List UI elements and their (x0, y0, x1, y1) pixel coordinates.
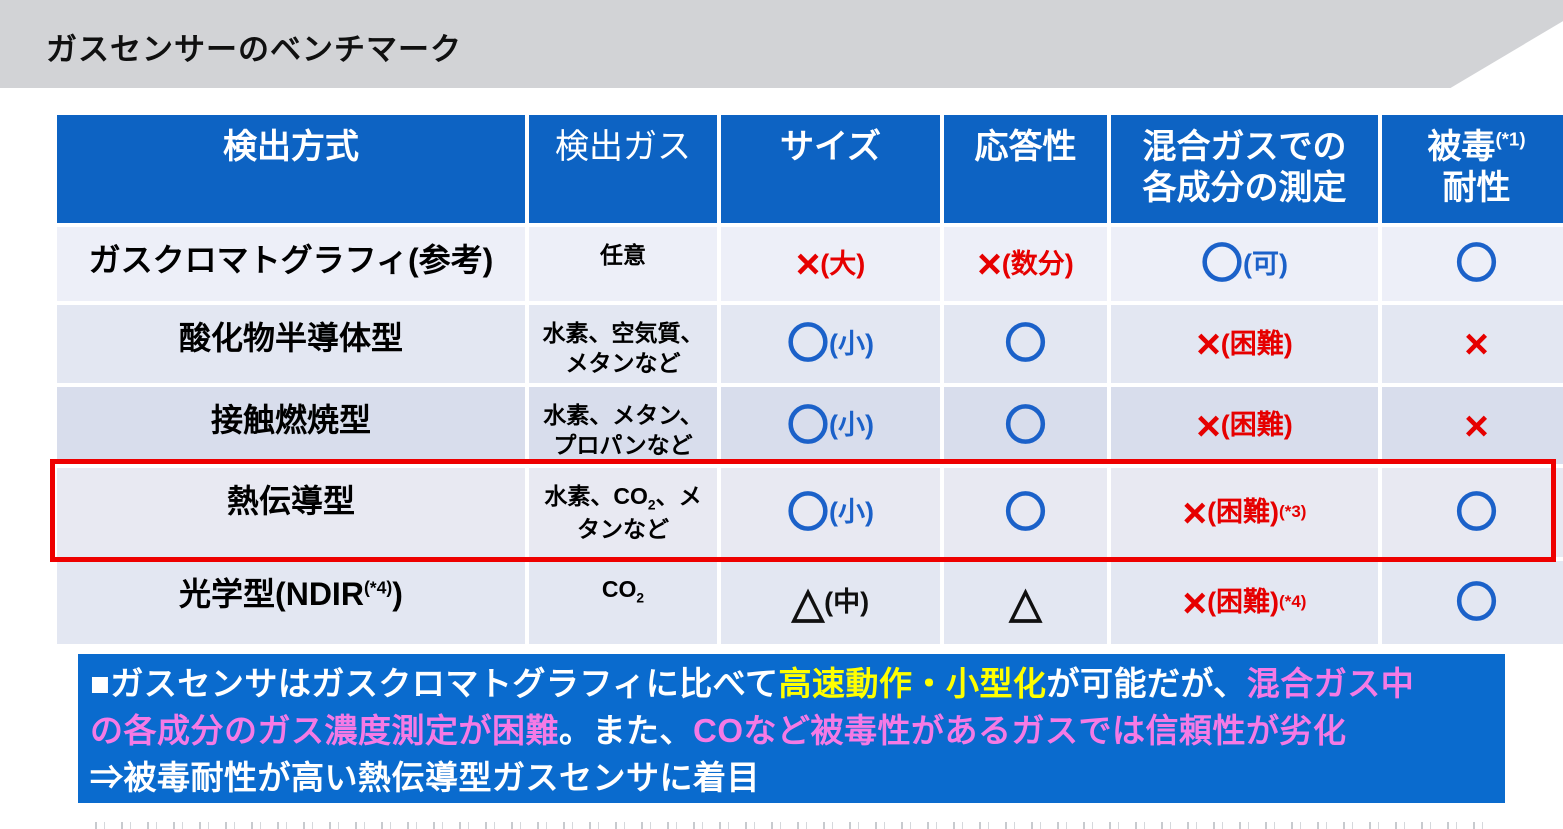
row-2-poison: × (1382, 387, 1563, 464)
row-3-poison: 〇 (1382, 468, 1563, 557)
row-0-method: ガスクロマトグラフィ(参考) (57, 227, 525, 301)
header-poison: 被毒(*1) 耐性 (1382, 115, 1563, 223)
row-4-gas: CO2 (529, 561, 717, 644)
row-0-mixed: 〇 (可) (1111, 227, 1378, 301)
row-4-poison: 〇 (1382, 561, 1563, 644)
row-2-response: 〇 (944, 387, 1107, 464)
row-0-gas: 任意 (529, 227, 717, 301)
header-method: 検出方式 (57, 115, 525, 223)
row-3-mixed: × (困難) (*3) (1111, 468, 1378, 557)
summary-box: ■ガスセンサはガスクロマトグラフィに比べて高速動作・小型化が可能だが、混合ガス中… (78, 654, 1505, 803)
row-1-gas: 水素、空気質、 メタンなど (529, 305, 717, 383)
row-4-response: △ (944, 561, 1107, 644)
row-3-size: 〇 (小) (721, 468, 940, 557)
row-1-mixed: × (困難) (1111, 305, 1378, 383)
row-0-size: × (大) (721, 227, 940, 301)
summary-line-1: ■ガスセンサはガスクロマトグラフィに比べて高速動作・小型化が可能だが、混合ガス中 (90, 665, 1415, 702)
row-2-method: 接触燃焼型 (57, 387, 525, 464)
row-0-response: × (数分) (944, 227, 1107, 301)
summary-line-2: の各成分のガス濃度測定が困難。また、COなど被毒性があるガスでは信頼性が劣化 (90, 711, 1347, 749)
row-3-method: 熱伝導型 (57, 468, 525, 557)
header-response: 応答性 (944, 115, 1107, 223)
row-2-gas: 水素、メタン、 プロパンなど (529, 387, 717, 464)
row-2-size: 〇 (小) (721, 387, 940, 464)
row-1-poison: × (1382, 305, 1563, 383)
footnote-clipped (95, 822, 1485, 829)
row-4-size: △ (中) (721, 561, 940, 644)
row-4-mixed: × (困難) (*4) (1111, 561, 1378, 644)
row-1-response: 〇 (944, 305, 1107, 383)
summary-line-3: ⇒被毒耐性が高い熱伝導型ガスセンサに着目 (90, 758, 760, 796)
header-size: サイズ (721, 115, 940, 223)
row-3-response: 〇 (944, 468, 1107, 557)
row-0-poison: 〇 (1382, 227, 1563, 301)
header-mixed: 混合ガスでの 各成分の測定 (1111, 115, 1378, 223)
title-banner: ガスセンサーのベンチマーク (0, 0, 1563, 88)
header-gas: 検出ガス (529, 115, 717, 223)
page-title: ガスセンサーのベンチマーク (46, 32, 462, 67)
row-4-method: 光学型(NDIR(*4)) (57, 561, 525, 644)
row-2-mixed: × (困難) (1111, 387, 1378, 464)
benchmark-table: 検出方式 検出ガス サイズ 応答性 混合ガスでの 各成分の測定 被毒(*1) 耐性ガスクロマト… (57, 115, 1563, 644)
row-3-gas: 水素、CO2、メ タンなど (529, 468, 717, 557)
row-1-size: 〇 (小) (721, 305, 940, 383)
row-1-method: 酸化物半導体型 (57, 305, 525, 383)
